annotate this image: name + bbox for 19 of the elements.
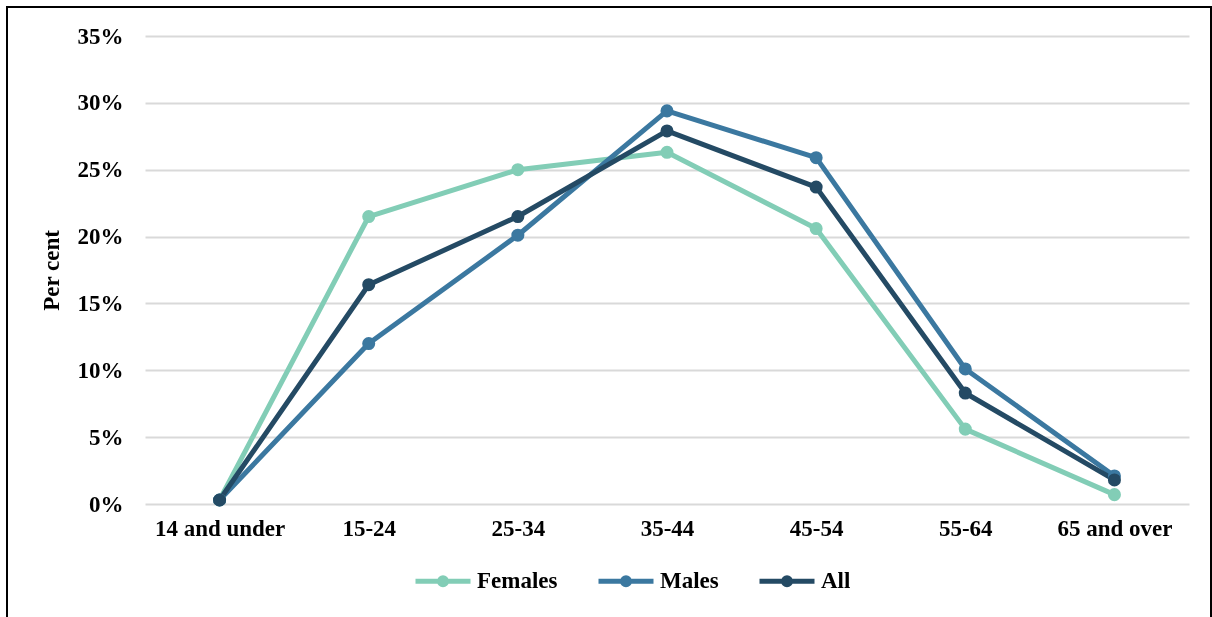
legend-label: Males — [660, 568, 719, 594]
y-tick-label: 0% — [89, 491, 124, 517]
x-tick-label: 55-64 — [938, 515, 994, 541]
x-tick-label: 15-24 — [342, 515, 397, 541]
y-tick-label: 25% — [77, 157, 124, 183]
y-tick-label: 15% — [77, 290, 124, 316]
y-tick-label: 35% — [77, 23, 124, 49]
legend-label: Females — [477, 568, 558, 594]
x-tick-label: 14 and under — [154, 515, 286, 541]
x-tick-label: 25-34 — [491, 515, 546, 541]
x-tick-label: 35-44 — [640, 515, 695, 541]
legend-label: All — [821, 568, 851, 594]
x-tick-label: 45-54 — [789, 515, 844, 541]
y-axis-title: Per cent — [38, 229, 64, 311]
x-tick-label: 65 and over — [1057, 515, 1173, 541]
y-tick-label: 20% — [77, 224, 124, 250]
y-tick-label: 30% — [77, 90, 124, 116]
y-tick-label: 5% — [89, 424, 124, 450]
y-tick-label: 10% — [77, 357, 124, 383]
